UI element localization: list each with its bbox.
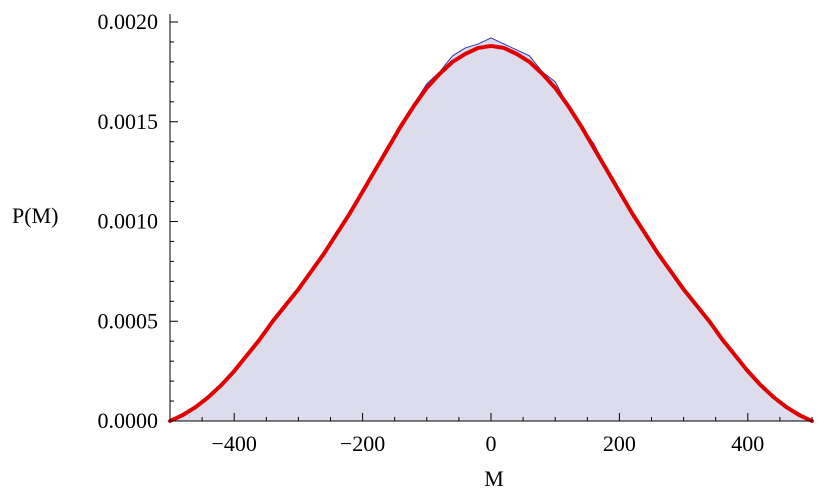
x-tick-label: 200 — [603, 431, 636, 456]
x-tick-label: 0 — [486, 431, 497, 456]
y-tick-label: 0.0020 — [98, 9, 159, 34]
y-tick-label: 0.0005 — [98, 308, 159, 333]
plot-area — [168, 37, 814, 423]
x-tick-label: −200 — [340, 431, 385, 456]
y-axis-title: P(M) — [12, 203, 58, 228]
y-tick-label: 0.0000 — [98, 408, 159, 433]
y-tick-label: 0.0015 — [98, 109, 159, 134]
x-axis-title: M — [484, 466, 504, 491]
x-tick-label: −400 — [211, 431, 256, 456]
histogram-area — [170, 37, 812, 422]
x-tick-label: 400 — [731, 431, 764, 456]
y-tick-label: 0.0010 — [98, 209, 159, 234]
axes: −400 −200 0 200 400 0.0000 0.0005 0.0010 0.0015 0… — [98, 9, 813, 456]
fit-curve — [168, 43, 814, 423]
